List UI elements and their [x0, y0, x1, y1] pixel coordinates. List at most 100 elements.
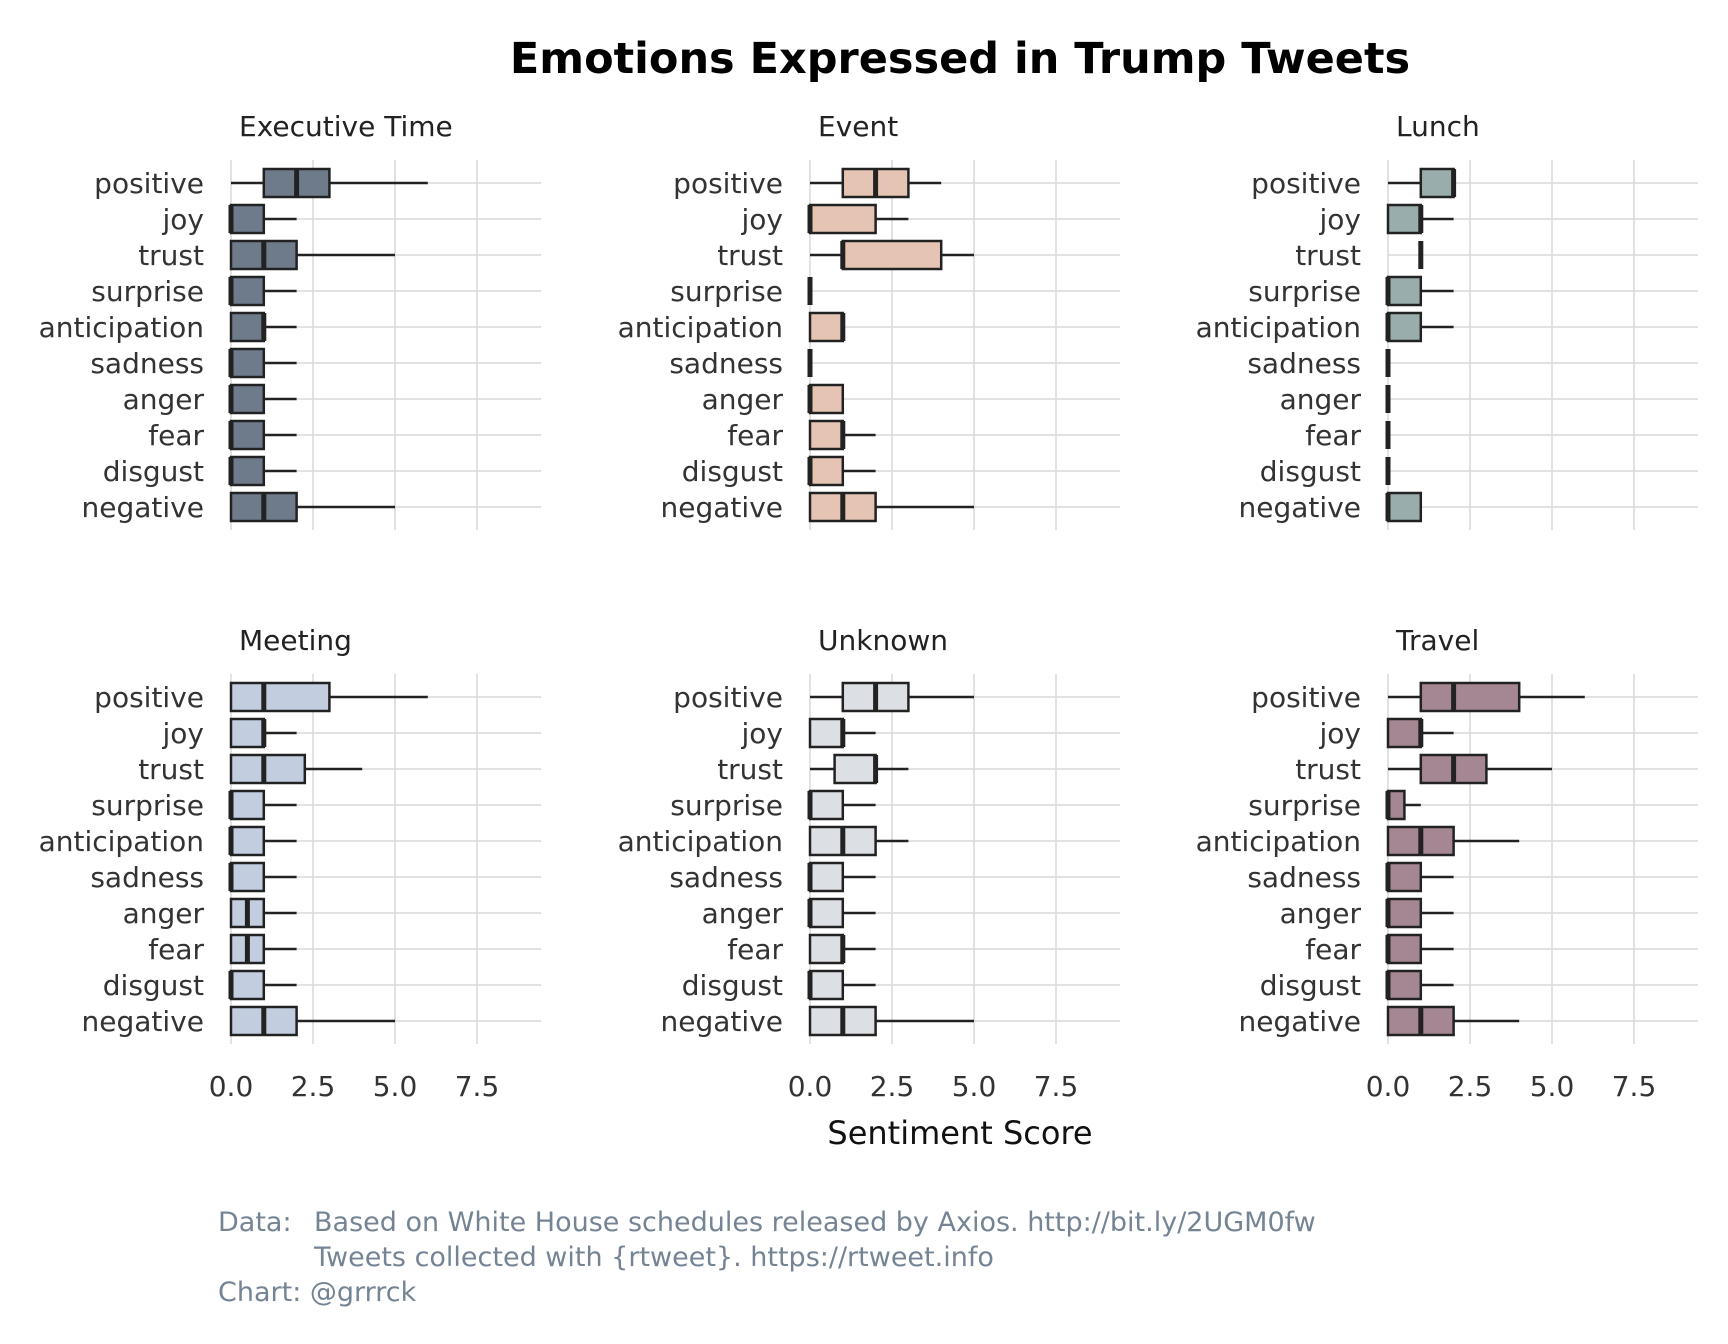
y-tick-label: anticipation	[1196, 311, 1361, 344]
y-tick-label: negative	[82, 1005, 204, 1038]
box-iqr	[1386, 275, 1423, 307]
y-tick-label: positive	[94, 167, 204, 200]
box-iqr	[229, 789, 266, 821]
y-tick-label: joy	[1319, 717, 1361, 750]
facet-title: Travel	[1395, 624, 1479, 657]
y-tick-label: joy	[162, 717, 204, 750]
x-tick-label: 0.0	[788, 1070, 833, 1103]
box-iqr	[1386, 491, 1423, 523]
y-tick-label: fear	[727, 933, 783, 966]
y-tick-label: anger	[123, 897, 205, 930]
y-tick-label: sadness	[90, 347, 204, 380]
facet-panel: Executive Timepositivejoytrustsurprisean…	[39, 110, 541, 530]
box-iqr	[229, 419, 266, 451]
y-tick-label: disgust	[682, 969, 783, 1002]
y-tick-label: anger	[1280, 383, 1362, 416]
y-tick-label: anticipation	[618, 311, 783, 344]
y-tick-label: trust	[1295, 239, 1361, 272]
y-tick-label: sadness	[1247, 347, 1361, 380]
y-tick-label: sadness	[669, 347, 783, 380]
box-iqr	[229, 311, 266, 343]
y-tick-label: negative	[661, 1005, 783, 1038]
box-iqr	[1419, 681, 1521, 713]
box-iqr	[841, 239, 943, 271]
y-tick-label: positive	[1251, 167, 1361, 200]
y-tick-label: sadness	[1247, 861, 1361, 894]
box-iqr	[1386, 311, 1423, 343]
caption: Data: Based on White House schedules rel…	[218, 1205, 1316, 1310]
box-iqr	[229, 347, 266, 379]
y-tick-label: anticipation	[618, 825, 783, 858]
box-iqr	[229, 825, 266, 857]
facet-panel: Travel positivejoytrustsurpriseanticipati…	[1196, 624, 1698, 1103]
y-tick-label: negative	[661, 491, 783, 524]
caption-chart-credit: Chart: @grrrck	[218, 1277, 417, 1308]
y-tick-label: surprise	[1248, 275, 1361, 308]
box-iqr	[808, 897, 845, 929]
box-iqr	[1386, 717, 1423, 749]
y-tick-label: negative	[1239, 491, 1361, 524]
x-tick-label: 5.0	[373, 1070, 418, 1103]
box-iqr	[1386, 933, 1423, 965]
y-tick-label: positive	[94, 681, 204, 714]
box-iqr	[229, 969, 266, 1001]
y-tick-label: joy	[1319, 203, 1361, 236]
box-iqr	[808, 383, 845, 415]
x-tick-label: 0.0	[209, 1070, 254, 1103]
y-tick-label: joy	[162, 203, 204, 236]
y-tick-label: negative	[82, 491, 204, 524]
box-iqr	[808, 717, 845, 749]
facet-title: Event	[818, 110, 898, 143]
y-tick-label: disgust	[682, 455, 783, 488]
box-iqr	[1386, 897, 1423, 929]
y-tick-label: anticipation	[39, 825, 204, 858]
y-tick-label: surprise	[670, 789, 783, 822]
y-tick-label: anger	[702, 897, 784, 930]
y-tick-label: surprise	[670, 275, 783, 308]
box-iqr	[808, 969, 845, 1001]
box-iqr	[808, 311, 845, 343]
box-iqr	[229, 861, 266, 893]
caption-data-label: Data:	[218, 1207, 292, 1238]
y-tick-label: surprise	[91, 789, 204, 822]
y-tick-label: trust	[1295, 753, 1361, 786]
x-tick-label: 5.0	[952, 1070, 997, 1103]
box-iqr	[808, 933, 845, 965]
y-tick-label: negative	[1239, 1005, 1361, 1038]
box-iqr	[808, 861, 845, 893]
chart-title: Emotions Expressed in Trump Tweets	[510, 34, 1410, 84]
facet-panel: Lunch positivejoytrustsurpriseanticipatio…	[1196, 110, 1698, 530]
x-tick-label: 2.5	[1448, 1070, 1493, 1103]
y-tick-label: disgust	[1260, 969, 1361, 1002]
y-tick-label: fear	[148, 933, 204, 966]
x-tick-label: 2.5	[870, 1070, 915, 1103]
box-iqr	[229, 717, 266, 749]
facet-panel: Meeting positivejoytrustsurpriseanticipat…	[39, 624, 541, 1103]
facet-panel: Unknown positivejoytrustsurpriseanticipat…	[618, 624, 1120, 1103]
caption-source-line: Based on White House schedules released …	[314, 1207, 1316, 1238]
box-iqr	[229, 753, 307, 785]
y-tick-label: disgust	[103, 455, 204, 488]
box-iqr	[1386, 203, 1423, 235]
box-iqr	[229, 681, 331, 713]
box-iqr	[1419, 167, 1455, 199]
y-tick-label: disgust	[1260, 455, 1361, 488]
box-iqr	[229, 383, 266, 415]
x-tick-label: 7.5	[455, 1070, 500, 1103]
y-tick-label: fear	[1305, 933, 1361, 966]
facet-panels: Executive Timepositivejoytrustsurprisean…	[39, 110, 1698, 1103]
box-iqr	[808, 789, 845, 821]
x-tick-label: 0.0	[1366, 1070, 1411, 1103]
y-tick-label: positive	[673, 681, 783, 714]
box-iqr	[808, 203, 877, 235]
box-iqr	[808, 455, 845, 487]
y-tick-label: sadness	[669, 861, 783, 894]
y-tick-label: anger	[702, 383, 784, 416]
x-tick-label: 5.0	[1530, 1070, 1575, 1103]
y-tick-label: trust	[717, 753, 783, 786]
box-iqr	[833, 753, 877, 785]
box-iqr	[229, 275, 266, 307]
y-tick-label: trust	[138, 239, 204, 272]
box-iqr	[808, 419, 845, 451]
box-iqr	[229, 455, 266, 487]
